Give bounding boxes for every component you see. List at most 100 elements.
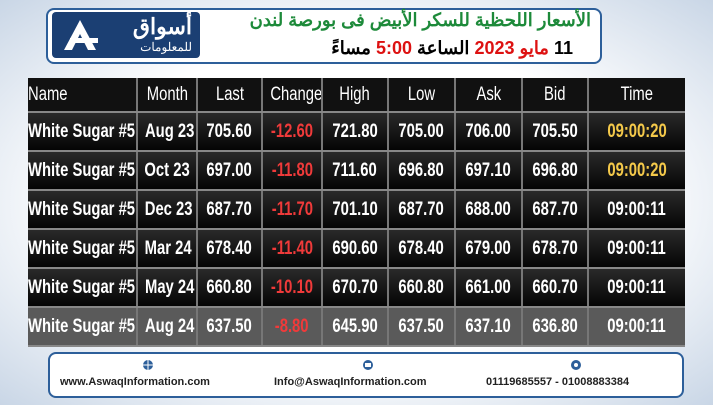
table-cell: 637.50: [387, 307, 455, 347]
table-cell-text: 678.40: [206, 237, 253, 259]
table-cell: 696.80: [521, 151, 588, 191]
table-cell-text: 09:00:20: [607, 159, 667, 181]
subtitle: 11 مايو 2023 الساعة 5:00 مساءً: [331, 38, 573, 59]
table-cell: 09:00:20: [587, 112, 685, 152]
table-cell-text: 09:00:11: [607, 315, 667, 337]
footer: www.AswaqInformation.com Info@AswaqInfor…: [48, 352, 684, 398]
table-cell-text: 706.00: [465, 120, 512, 142]
logo: أسواق للمعلومات: [52, 12, 200, 58]
table-cell: Oct 23: [136, 151, 197, 191]
table-row: White Sugar #5 Oct 23 697.00 -11.80 711.60 69…: [28, 151, 685, 191]
table-cell: -11.80: [261, 151, 322, 191]
table-cell: Aug 24: [136, 307, 197, 347]
column-header-text: High: [339, 83, 371, 105]
column-header-text: Bid: [544, 83, 566, 105]
table-cell: 679.00: [454, 229, 522, 269]
header-row: Name Month Last Change High Low Ask Bid Time: [28, 78, 685, 113]
table-cell-text: White Sugar #5: [28, 315, 136, 337]
table-cell: 660.80: [196, 268, 262, 308]
table-cell: 687.70: [521, 190, 588, 230]
column-header-text: Ask: [476, 83, 501, 105]
table-cell: 688.00: [454, 190, 522, 230]
table-cell-text: 687.70: [206, 198, 253, 220]
table-cell: 687.70: [387, 190, 455, 230]
table-cell-text: 637.50: [206, 315, 253, 337]
table-cell: 687.70: [196, 190, 262, 230]
table-cell-text: May 24: [144, 276, 195, 298]
column-header: Ask: [454, 78, 522, 113]
table-cell: 678.40: [196, 229, 262, 269]
table-cell-text: 711.60: [332, 159, 378, 181]
table-cell: 09:00:11: [587, 229, 685, 269]
table-cell-text: 670.70: [332, 276, 378, 298]
table-cell: 09:00:20: [587, 151, 685, 191]
table-cell-text: 705.00: [398, 120, 445, 142]
table-cell-text: Oct 23: [144, 159, 190, 181]
phones: 01119685557 - 01008883384: [486, 376, 630, 388]
table-cell-text: 696.80: [532, 159, 578, 181]
column-header: Time: [587, 78, 685, 113]
column-header: Change: [261, 78, 322, 113]
date-year: 2023: [474, 38, 515, 58]
table-cell-text: 679.00: [465, 237, 512, 259]
mail-icon: [363, 360, 373, 370]
table-cell: Aug 23: [136, 112, 197, 152]
table-row: White Sugar #5 May 24 660.80 -10.10 670.70 66…: [28, 268, 685, 308]
table-cell-text: 690.60: [332, 237, 378, 259]
table-cell-text: 721.80: [332, 120, 378, 142]
web-icon: [143, 360, 153, 370]
table-cell: White Sugar #5: [28, 151, 137, 191]
column-header: Last: [196, 78, 262, 113]
table-cell: -8.80: [261, 307, 322, 347]
column-header-text: Name: [28, 83, 68, 105]
table-cell: -11.70: [261, 190, 322, 230]
table-cell: 705.60: [196, 112, 262, 152]
table-cell: 09:00:11: [587, 268, 685, 308]
table-cell-text: 645.90: [332, 315, 378, 337]
table-cell: 696.80: [387, 151, 455, 191]
table-cell: Dec 23: [136, 190, 197, 230]
table-cell: White Sugar #5: [28, 190, 137, 230]
table-cell: 690.60: [321, 229, 388, 269]
table-cell: White Sugar #5: [28, 229, 137, 269]
table-cell-text: -8.80: [275, 315, 309, 337]
column-header: Low: [387, 78, 455, 113]
table-cell: 701.10: [321, 190, 388, 230]
table-cell: 661.00: [454, 268, 522, 308]
date-day: 11: [553, 38, 573, 58]
column-header: Name: [28, 78, 137, 113]
table-cell: 697.10: [454, 151, 522, 191]
logo-subtitle: للمعلومات: [140, 40, 192, 54]
logo-icon: [64, 20, 98, 50]
table-cell-text: Dec 23: [144, 198, 193, 220]
table-cell-text: 705.60: [206, 120, 253, 142]
table-cell-text: 09:00:20: [607, 120, 667, 142]
table-cell: 636.80: [521, 307, 588, 347]
table-cell-text: 09:00:11: [607, 198, 667, 220]
title: الأسعار اللحظية للسكر الأبيض فى بورصة لن…: [249, 10, 591, 30]
table-cell: 705.50: [521, 112, 588, 152]
table-cell-text: White Sugar #5: [28, 276, 136, 298]
time-label: الساعة: [417, 38, 470, 58]
table-cell-text: 660.80: [206, 276, 253, 298]
table-cell-text: Aug 23: [144, 120, 195, 142]
table-cell-text: 687.70: [532, 198, 578, 220]
table-cell: 660.80: [387, 268, 455, 308]
table-cell: 678.40: [387, 229, 455, 269]
column-header-text: Low: [407, 83, 436, 105]
table-cell-text: Aug 24: [144, 315, 195, 337]
table-cell-text: 661.00: [465, 276, 512, 298]
table-cell: -12.60: [261, 112, 322, 152]
table-cell: 678.70: [521, 229, 588, 269]
table-cell: 721.80: [321, 112, 388, 152]
table-cell: 09:00:11: [587, 307, 685, 347]
table-cell-text: -12.60: [270, 120, 314, 142]
table-cell-text: -10.10: [270, 276, 314, 298]
table-cell: 09:00:11: [587, 190, 685, 230]
table-cell-text: 697.00: [206, 159, 253, 181]
email: Info@AswaqInformation.com: [274, 376, 427, 388]
table-cell-text: 636.80: [532, 315, 578, 337]
table-cell: White Sugar #5: [28, 307, 137, 347]
table-cell-text: 637.10: [465, 315, 512, 337]
